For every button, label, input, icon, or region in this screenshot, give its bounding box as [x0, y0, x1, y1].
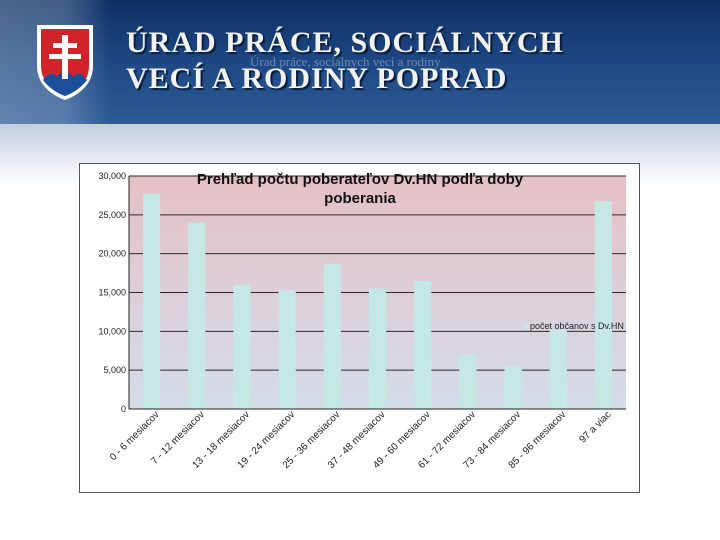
- bar: [188, 222, 206, 409]
- org-name-line-1: ÚRAD PRÁCE, SOCIÁLNYCH: [126, 26, 564, 59]
- slovak-coat-of-arms-icon: [37, 25, 93, 100]
- header-banner: Úrad práce, sociálnych vecí a rodiny ÚRA…: [0, 0, 720, 124]
- legend-swatch: [523, 324, 528, 330]
- y-tick-label: 20,000: [98, 249, 126, 259]
- y-tick-label: 25,000: [98, 210, 126, 220]
- y-tick-label: 10,000: [98, 326, 126, 336]
- bar: [414, 280, 432, 409]
- chart-title: Prehľad počtu poberateľov Dv.HN podľa do…: [150, 170, 570, 208]
- x-tick-label: 97 a viac: [577, 409, 613, 445]
- bar: [278, 290, 296, 409]
- bar: [233, 284, 251, 409]
- y-tick-label: 0: [121, 404, 126, 414]
- bar: [504, 366, 522, 409]
- bar: [459, 354, 477, 409]
- y-tick-label: 30,000: [98, 171, 126, 181]
- y-tick-label: 5,000: [103, 365, 126, 375]
- y-tick-label: 15,000: [98, 288, 126, 298]
- banner-ghost-text: Úrad práce, sociálnych vecí a rodiny: [250, 54, 441, 69]
- bar: [594, 200, 612, 409]
- chart-title-line-2: poberania: [324, 190, 396, 207]
- bar: [143, 193, 161, 409]
- org-name-line-2: VECÍ A RODINY POPRAD: [126, 62, 508, 95]
- bar: [323, 263, 341, 409]
- bar: [549, 329, 567, 409]
- legend-label: počet občanov s Dv.HN: [530, 321, 624, 331]
- bar: [368, 288, 387, 409]
- legend: počet občanov s Dv.HN: [523, 321, 624, 331]
- chart-title-line-1: Prehľad počtu poberateľov Dv.HN podľa do…: [196, 171, 524, 188]
